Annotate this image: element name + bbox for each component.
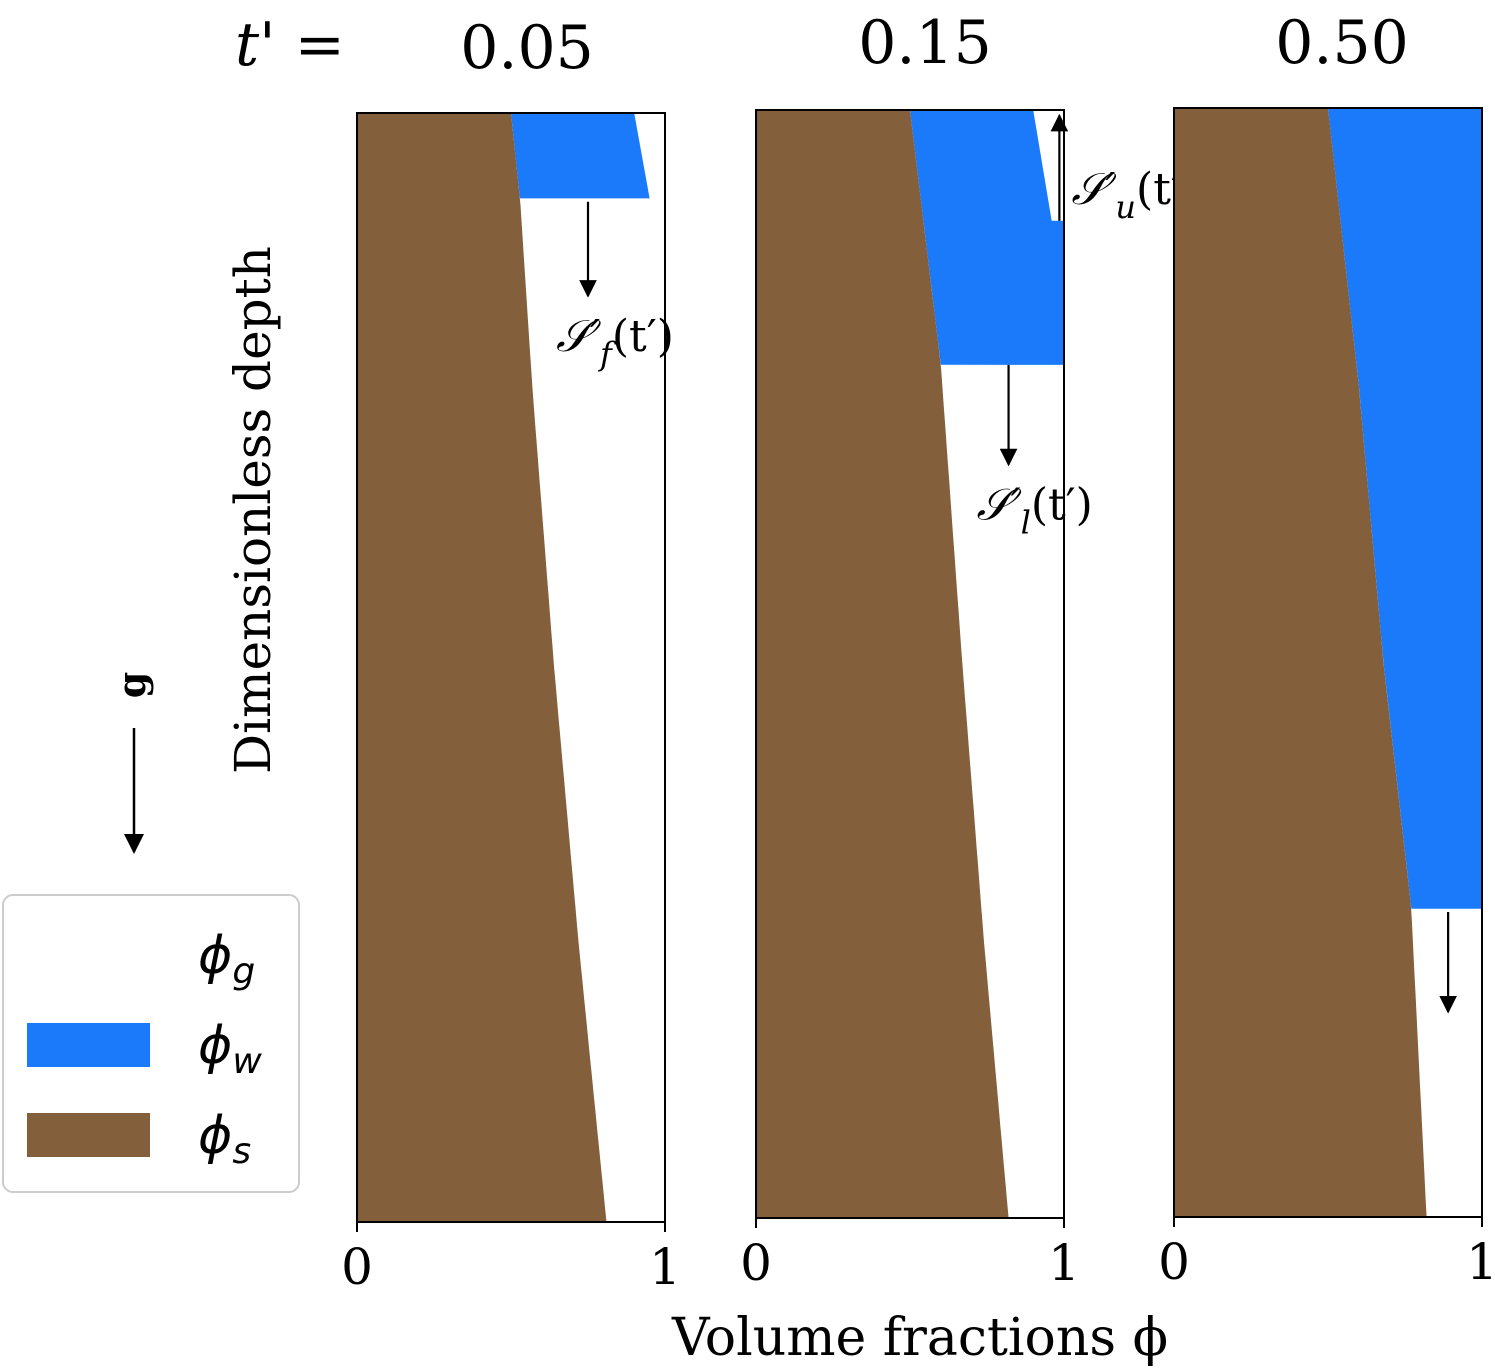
panel-time-value: 0.50 bbox=[1275, 8, 1409, 78]
x-tick-label: 0 bbox=[341, 1238, 373, 1296]
x-axis-label: Volume fractions ϕ bbox=[671, 1308, 1168, 1368]
legend-label-solid: ϕs bbox=[198, 1106, 251, 1172]
solid-fraction-area bbox=[1174, 108, 1427, 1217]
water-fraction-area bbox=[511, 113, 650, 199]
y-axis-label: Dimensionless depth bbox=[224, 246, 282, 774]
water-fraction-area bbox=[1328, 108, 1482, 909]
x-tick-label: 1 bbox=[1048, 1234, 1080, 1292]
legend-swatch-gas bbox=[27, 933, 150, 977]
panels: 0.050 1𝒮′f(t′)0.150 1𝒮′u(t′)𝒮′l(t′)0.500 1 bbox=[341, 8, 1495, 1296]
x-tick-label: 1 bbox=[649, 1238, 681, 1296]
axes-frame bbox=[356, 112, 666, 1223]
solid-fraction-area bbox=[357, 113, 607, 1222]
legend-label-gas: ϕg bbox=[198, 926, 255, 992]
legend-swatch-water bbox=[27, 1023, 150, 1067]
axes-frame bbox=[1173, 107, 1483, 1218]
panel-3: 0.50 0 1 bbox=[1158, 8, 1495, 1291]
front-label: 𝒮′f(t′) bbox=[556, 311, 674, 373]
gravity-label: g bbox=[109, 672, 154, 699]
x-tick-label: 0 bbox=[1158, 1233, 1190, 1291]
x-tick-label: 1 bbox=[1466, 1233, 1495, 1291]
legend-label-water: ϕw bbox=[198, 1016, 262, 1082]
time-label: t' = bbox=[235, 10, 345, 80]
axes-frame bbox=[755, 109, 1065, 1219]
front-label: 𝒮′l(t′) bbox=[977, 480, 1093, 542]
panel-1: 0.05 0 1 𝒮′f(t′) bbox=[341, 13, 681, 1296]
panel-2: 0.150 1𝒮′u(t′)𝒮′l(t′) bbox=[740, 8, 1198, 1292]
x-tick-label: 0 bbox=[740, 1234, 772, 1292]
legend-swatch-solid bbox=[27, 1113, 150, 1157]
panel-time-value: 0.15 bbox=[858, 8, 992, 78]
panel-time-value: 0.05 bbox=[460, 13, 594, 83]
legend: ϕg ϕw ϕs bbox=[2, 894, 300, 1193]
solid-fraction-area bbox=[756, 110, 1009, 1218]
water-fraction-area bbox=[910, 110, 1064, 365]
